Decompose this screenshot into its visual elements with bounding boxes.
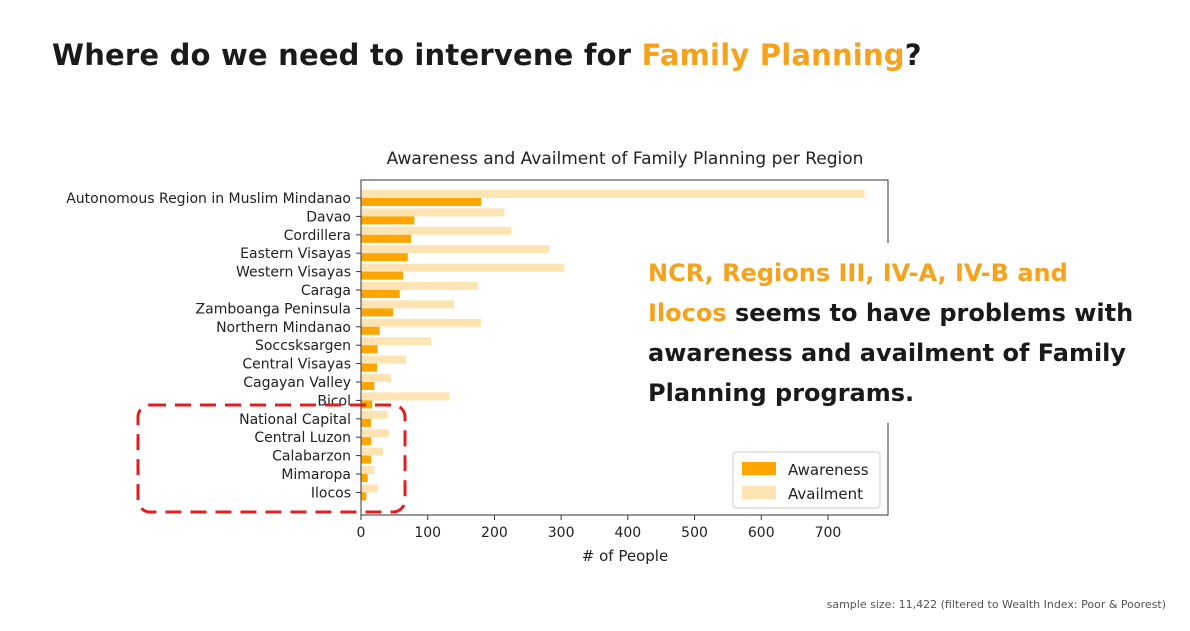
bar-awareness-bicol <box>361 400 373 409</box>
bar-awareness-davao <box>361 216 415 225</box>
y-tick-label: Autonomous Region in Muslim Mindanao <box>66 191 351 207</box>
y-tick-label: Soccsksargen <box>255 338 351 354</box>
callout-highlight-ilocos: Ilocos <box>648 299 727 327</box>
bar-availment-caraga <box>361 282 478 290</box>
legend-label-awareness: Awareness <box>788 461 869 479</box>
bar-awareness-northern-mindanao <box>361 326 380 335</box>
bar-awareness-cagayan-valley <box>361 382 375 390</box>
y-tick-label: Cagayan Valley <box>243 375 351 391</box>
y-tick-label: Calabarzon <box>272 449 351 465</box>
x-axis: 0 100 200 300 400 500 600 700 <box>357 515 842 541</box>
y-tick-label: Davao <box>306 209 351 225</box>
bar-availment-national-capital <box>361 410 388 419</box>
callout-body: seems to have problems with awareness an… <box>648 299 1134 407</box>
bar-availment-soccsksargen <box>361 337 432 346</box>
y-tick-label: Central Luzon <box>254 430 351 446</box>
x-axis-label: # of People <box>582 547 668 565</box>
bar-availment-northern-mindanao <box>361 318 482 327</box>
x-tick-label: 400 <box>614 525 641 541</box>
bar-awareness-calabarzon <box>361 455 372 464</box>
bar-awareness-central-luzon <box>361 437 372 446</box>
y-axis: Autonomous Region in Muslim Mindanao Dava… <box>66 191 361 501</box>
bar-awareness-ilocos <box>361 492 367 501</box>
bar-awareness-zamboanga-peninsula <box>361 308 394 317</box>
bar-availment-ilocos <box>361 484 378 493</box>
y-tick-label: Northern Mindanao <box>216 320 351 336</box>
bar-awareness-mimaropa <box>361 474 368 482</box>
y-tick-label: Cordillera <box>284 228 351 244</box>
bar-awareness-cordillera <box>361 234 412 243</box>
bar-availment-eastern-visayas <box>361 245 550 254</box>
y-tick-label: Bicol <box>317 393 351 409</box>
bar-availment-autonomous-region-in-muslim-mindanao <box>361 190 865 198</box>
title-suffix: ? <box>904 38 922 72</box>
bar-availment-western-visayas <box>361 263 565 272</box>
bar-awareness-soccsksargen <box>361 345 378 354</box>
x-tick-label: 0 <box>357 525 366 541</box>
bar-awareness-autonomous-region-in-muslim-mindanao <box>361 198 482 206</box>
bar-availment-cagayan-valley <box>361 374 392 382</box>
chart-title: Awareness and Availment of Family Planni… <box>387 149 864 169</box>
bar-availment-central-luzon <box>361 429 390 438</box>
footnote: sample size: 11,422 (filtered to Wealth … <box>826 598 1166 611</box>
legend-label-availment: Availment <box>788 485 863 503</box>
x-tick-label: 500 <box>681 525 708 541</box>
x-tick-label: 100 <box>414 525 441 541</box>
slide-title: Where do we need to intervene for Family… <box>52 38 922 72</box>
bar-availment-calabarzon <box>361 447 384 456</box>
bar-availment-bicol <box>361 392 450 401</box>
y-tick-label: Ilocos <box>311 485 351 501</box>
region-highlight-box <box>136 403 407 514</box>
callout-highlight-regions: NCR, Regions III, IV-A, IV-B and <box>648 259 1068 287</box>
legend-swatch-awareness <box>742 462 776 475</box>
y-tick-label: Zamboanga Peninsula <box>196 301 351 317</box>
bar-awareness-eastern-visayas <box>361 253 408 262</box>
legend-swatch-availment <box>742 486 776 499</box>
title-prefix: Where do we need to intervene for <box>52 38 642 72</box>
bar-awareness-caraga <box>361 290 400 298</box>
bar-availment-davao <box>361 208 505 217</box>
y-tick-label: Central Visayas <box>242 357 351 373</box>
y-tick-label: Mimaropa <box>281 467 351 483</box>
x-tick-label: 700 <box>815 525 842 541</box>
y-tick-label: Caraga <box>301 283 351 299</box>
x-tick-label: 600 <box>748 525 775 541</box>
y-tick-label: Western Visayas <box>236 265 351 281</box>
x-tick-label: 300 <box>548 525 575 541</box>
bar-awareness-western-visayas <box>361 271 404 280</box>
bar-availment-mimaropa <box>361 466 375 474</box>
bar-awareness-national-capital <box>361 418 372 427</box>
title-highlight: Family Planning <box>641 38 905 72</box>
bar-awareness-central-visayas <box>361 363 378 372</box>
bar-availment-zamboanga-peninsula <box>361 300 455 309</box>
legend: Awareness Availment <box>732 451 881 509</box>
bar-availment-cordillera <box>361 226 512 235</box>
callout-text: NCR, Regions III, IV-A, IV-B and Ilocos s… <box>636 243 1180 423</box>
x-tick-label: 200 <box>481 525 508 541</box>
y-tick-label: Eastern Visayas <box>240 246 351 262</box>
bars-layer <box>361 190 865 501</box>
bar-availment-central-visayas <box>361 355 407 364</box>
y-tick-label: National Capital <box>239 412 351 428</box>
